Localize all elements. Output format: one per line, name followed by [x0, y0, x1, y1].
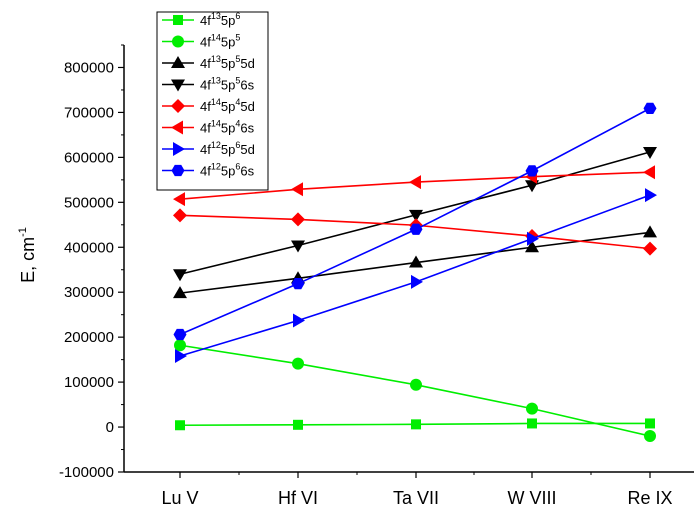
legend-marker [171, 99, 185, 113]
data-point [175, 349, 187, 364]
legend-item: 4f14​5p4​5d [162, 97, 255, 114]
legend-label: 4f14​5p4​6s [200, 119, 255, 136]
legend-label: 4f12​5p6​5d [200, 140, 255, 157]
series-layer [173, 102, 657, 443]
y-axis-label-base: E, cm [18, 237, 38, 283]
data-point [409, 209, 423, 222]
legend-label: 4f14​5p5​ [200, 33, 240, 50]
series-2 [174, 339, 656, 443]
legend: 4f13​5p6​ 4f14​5p5​ 4f13​5p5​5d 4f13​5p5​6s… [156, 11, 269, 191]
y-tick-label: 500000 [64, 194, 114, 211]
data-point [643, 241, 657, 256]
series-4 [173, 146, 657, 282]
x-tick-label: W VIII [508, 488, 557, 508]
y-tick-label: 800000 [64, 59, 114, 76]
data-point [291, 212, 305, 227]
legend-item: 4f13​5p6​ [162, 11, 240, 28]
data-point [526, 402, 538, 415]
legend-marker [172, 35, 184, 48]
y-tick-label: 0 [106, 419, 114, 436]
legend-item: 4f12​5p6​6s [162, 162, 255, 179]
data-point [174, 339, 186, 352]
data-point [175, 420, 185, 431]
data-point [645, 418, 655, 429]
y-tick-label: 100000 [64, 374, 114, 391]
legend-item: 4f12​5p6​5d [162, 140, 255, 157]
y-axis-label: E, cm-1 [17, 227, 38, 283]
data-point [409, 223, 423, 235]
y-tick-label: 200000 [64, 329, 114, 346]
legend-item: 4f13​5p5​6s [162, 76, 255, 93]
legend-label: 4f12​5p6​6s [200, 162, 255, 179]
x-tick-label: Ta VII [393, 488, 439, 508]
data-point [527, 418, 537, 429]
data-point [643, 146, 657, 159]
y-tick-label: 300000 [64, 284, 114, 301]
series-3 [173, 225, 657, 299]
legend-item: 4f14​5p4​6s [162, 119, 255, 136]
data-point [173, 269, 187, 282]
y-tick-label: 400000 [64, 239, 114, 256]
data-point [643, 165, 655, 180]
series-8 [173, 102, 657, 341]
data-point [293, 419, 303, 430]
x-tick-label: Lu V [161, 488, 198, 508]
series-1 [175, 418, 655, 431]
data-point [292, 357, 304, 370]
x-tick-label: Re IX [627, 488, 672, 508]
data-point [644, 430, 656, 443]
series-7 [175, 188, 657, 364]
data-point [411, 274, 423, 289]
legend-marker [173, 142, 185, 156]
legend-marker [171, 120, 183, 135]
legend-label: 4f13​5p6​ [200, 11, 240, 28]
legend-marker [171, 164, 185, 177]
data-point [643, 225, 657, 238]
legend-item: 4f13​5p5​5d [162, 54, 255, 71]
axes: -100000 0 100000 200000 300000 400000 500000 60… [59, 44, 694, 508]
x-tick-label: Hf VI [278, 488, 318, 508]
data-point [409, 175, 421, 190]
data-point [643, 102, 657, 114]
data-point [291, 182, 303, 197]
y-tick-label: 700000 [64, 104, 114, 121]
legend-label: 4f14​5p4​5d [200, 97, 255, 114]
legend-item: 4f14​5p5​ [162, 33, 240, 50]
data-point [410, 378, 422, 391]
data-point [525, 180, 539, 193]
data-point [173, 192, 185, 207]
legend-marker [171, 56, 185, 68]
legend-label: 4f13​5p5​6s [200, 76, 255, 93]
y-tick-label: 600000 [64, 149, 114, 166]
data-point [173, 328, 187, 341]
data-point [411, 419, 421, 430]
data-point [645, 188, 657, 203]
legend-marker [173, 15, 183, 25]
y-tick-label: -100000 [59, 464, 114, 481]
data-point [525, 165, 539, 177]
data-point [291, 278, 305, 290]
data-point [291, 240, 305, 253]
y-axis-label-sup: -1 [17, 227, 29, 237]
legend-marker [171, 79, 185, 92]
data-point [409, 255, 423, 268]
data-point [173, 208, 187, 223]
legend-label: 4f13​5p5​5d [200, 54, 255, 71]
data-point [173, 286, 187, 299]
data-point [525, 240, 539, 253]
data-point [527, 231, 539, 246]
data-point [293, 313, 305, 328]
